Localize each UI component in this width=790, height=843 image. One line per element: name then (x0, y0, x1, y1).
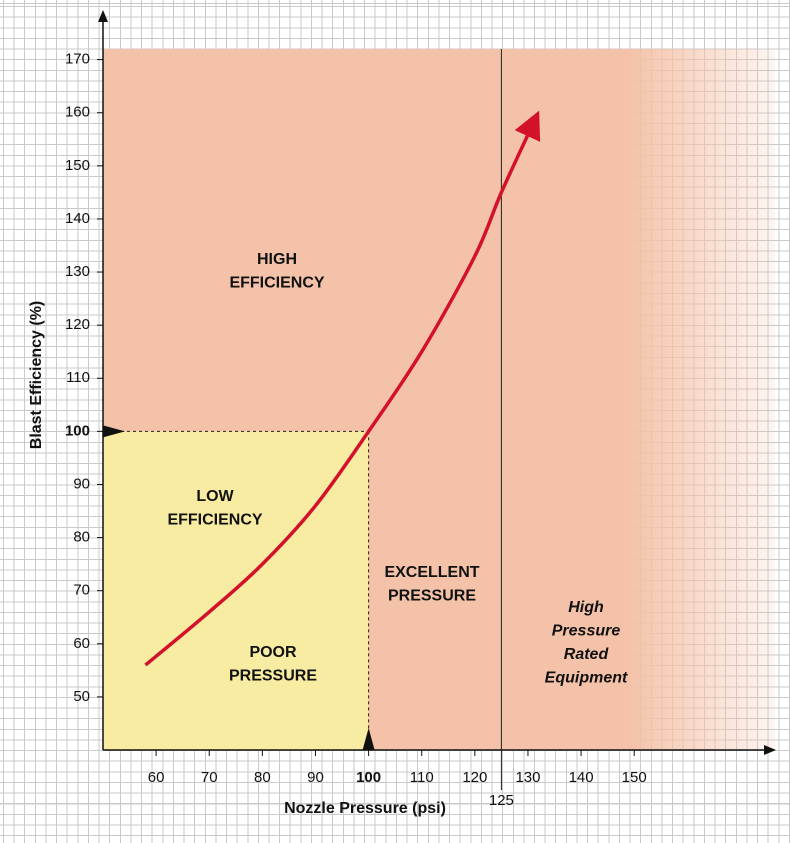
y-tick-label: 70 (73, 582, 90, 599)
x-tick-label: 150 (622, 769, 647, 786)
threshold-pointer-x (362, 728, 375, 750)
x-tick-label: 80 (254, 769, 271, 786)
x-axis-title: Nozzle Pressure (psi) (284, 800, 446, 817)
x-tick-label: 70 (201, 769, 218, 786)
x-tick-label: 90 (307, 769, 324, 786)
y-tick-label: 170 (65, 51, 90, 68)
annotation: High (568, 599, 604, 616)
annotation: EXCELLENT (384, 564, 479, 581)
y-tick-label: 120 (65, 316, 90, 333)
threshold-pointer-y (103, 425, 125, 438)
annotation: Pressure (552, 623, 621, 640)
x-tick-label: 100 (356, 769, 381, 786)
annotation: LOW (196, 488, 234, 505)
y-tick-label: 140 (65, 210, 90, 227)
y-tick-label: 150 (65, 157, 90, 174)
annotation: PRESSURE (229, 668, 317, 685)
y-axis-title: Blast Efficiency (%) (28, 301, 45, 449)
y-tick-label: 100 (65, 422, 90, 439)
y-tick-label: 110 (66, 369, 90, 386)
x-tick-label: 60 (148, 769, 165, 786)
y-tick-label: 130 (65, 263, 90, 280)
y-tick-label: 80 (73, 529, 90, 546)
annotation: Rated (564, 646, 610, 663)
y-axis-arrow (98, 10, 108, 22)
annotation: EFFICIENCY (229, 275, 324, 292)
annotation: POOR (249, 644, 297, 661)
y-tick-label: 160 (65, 104, 90, 121)
annotation: HIGH (257, 251, 297, 268)
x-tick-label: 110 (410, 769, 434, 786)
y-tick-label: 60 (73, 635, 90, 652)
x-tick-label: 130 (515, 769, 540, 786)
annotation: PRESSURE (388, 588, 476, 605)
y-tick-label: 50 (73, 688, 90, 705)
annotation: Equipment (545, 670, 628, 687)
annotation: EFFICIENCY (167, 512, 262, 529)
x-tick-label: 140 (569, 769, 594, 786)
y-tick-label: 90 (73, 475, 90, 492)
x-tick-label: 120 (462, 769, 487, 786)
x-axis-arrow (764, 745, 776, 755)
efficiency-curve (144, 110, 541, 667)
reference-label: 125 (489, 792, 514, 809)
